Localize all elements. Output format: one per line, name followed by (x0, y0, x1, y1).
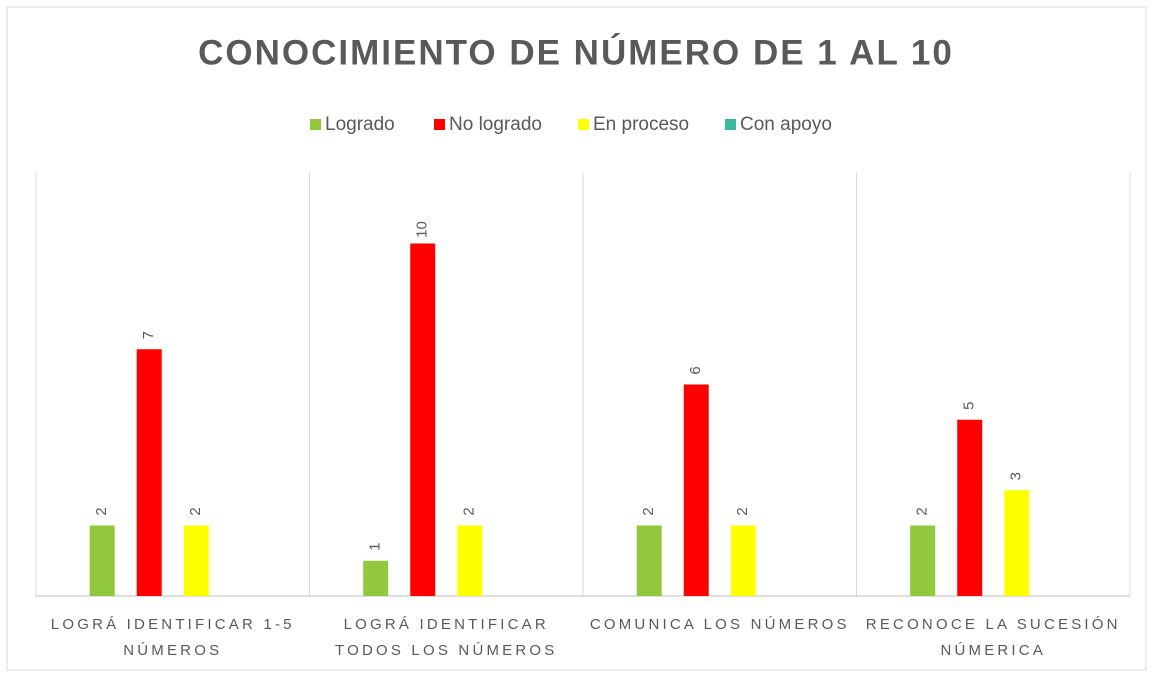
data-label: 10 (414, 221, 431, 238)
bar (183, 525, 209, 596)
bar (1004, 490, 1030, 596)
data-label: 2 (93, 507, 110, 515)
legend-label: En proceso (593, 114, 689, 135)
data-label: 2 (461, 507, 478, 515)
data-label: 2 (734, 507, 751, 515)
data-label: 5 (961, 402, 978, 410)
bar (457, 525, 483, 596)
legend-label: Con apoyo (740, 114, 832, 135)
x-tick-label: COMUNICA LOS NÚMEROS (589, 616, 850, 633)
data-label: 2 (187, 507, 204, 515)
data-label: 6 (687, 366, 704, 374)
data-label: 2 (640, 507, 657, 515)
x-tick-label: RECONOCE LA SUCESIÓN NÚMERICA (865, 616, 1121, 659)
bar (730, 525, 756, 596)
data-label: 7 (140, 331, 157, 339)
x-tick-label: LOGRÁ IDENTIFICAR 1-5 NÚMEROS (50, 616, 295, 659)
legend-label: No logrado (449, 114, 542, 135)
data-label: 3 (1008, 472, 1025, 480)
legend-label: Logrado (325, 114, 395, 135)
bar (363, 560, 389, 596)
legend-swatch (310, 119, 321, 130)
bar (910, 525, 936, 596)
legend-swatch (578, 119, 589, 130)
legend-swatch (725, 119, 736, 130)
chart-title: CONOCIMIENTO DE NÚMERO DE 1 AL 10 (198, 32, 954, 72)
bar (683, 384, 709, 596)
x-tick-label: LOGRÁ IDENTIFICAR TODOS LOS NÚMEROS (335, 616, 558, 659)
bar (410, 243, 436, 596)
bar (89, 525, 115, 596)
data-label: 1 (367, 543, 384, 551)
legend-swatch (434, 119, 445, 130)
bar (636, 525, 662, 596)
bar (136, 349, 162, 596)
data-label: 2 (914, 507, 931, 515)
bar (957, 419, 983, 596)
